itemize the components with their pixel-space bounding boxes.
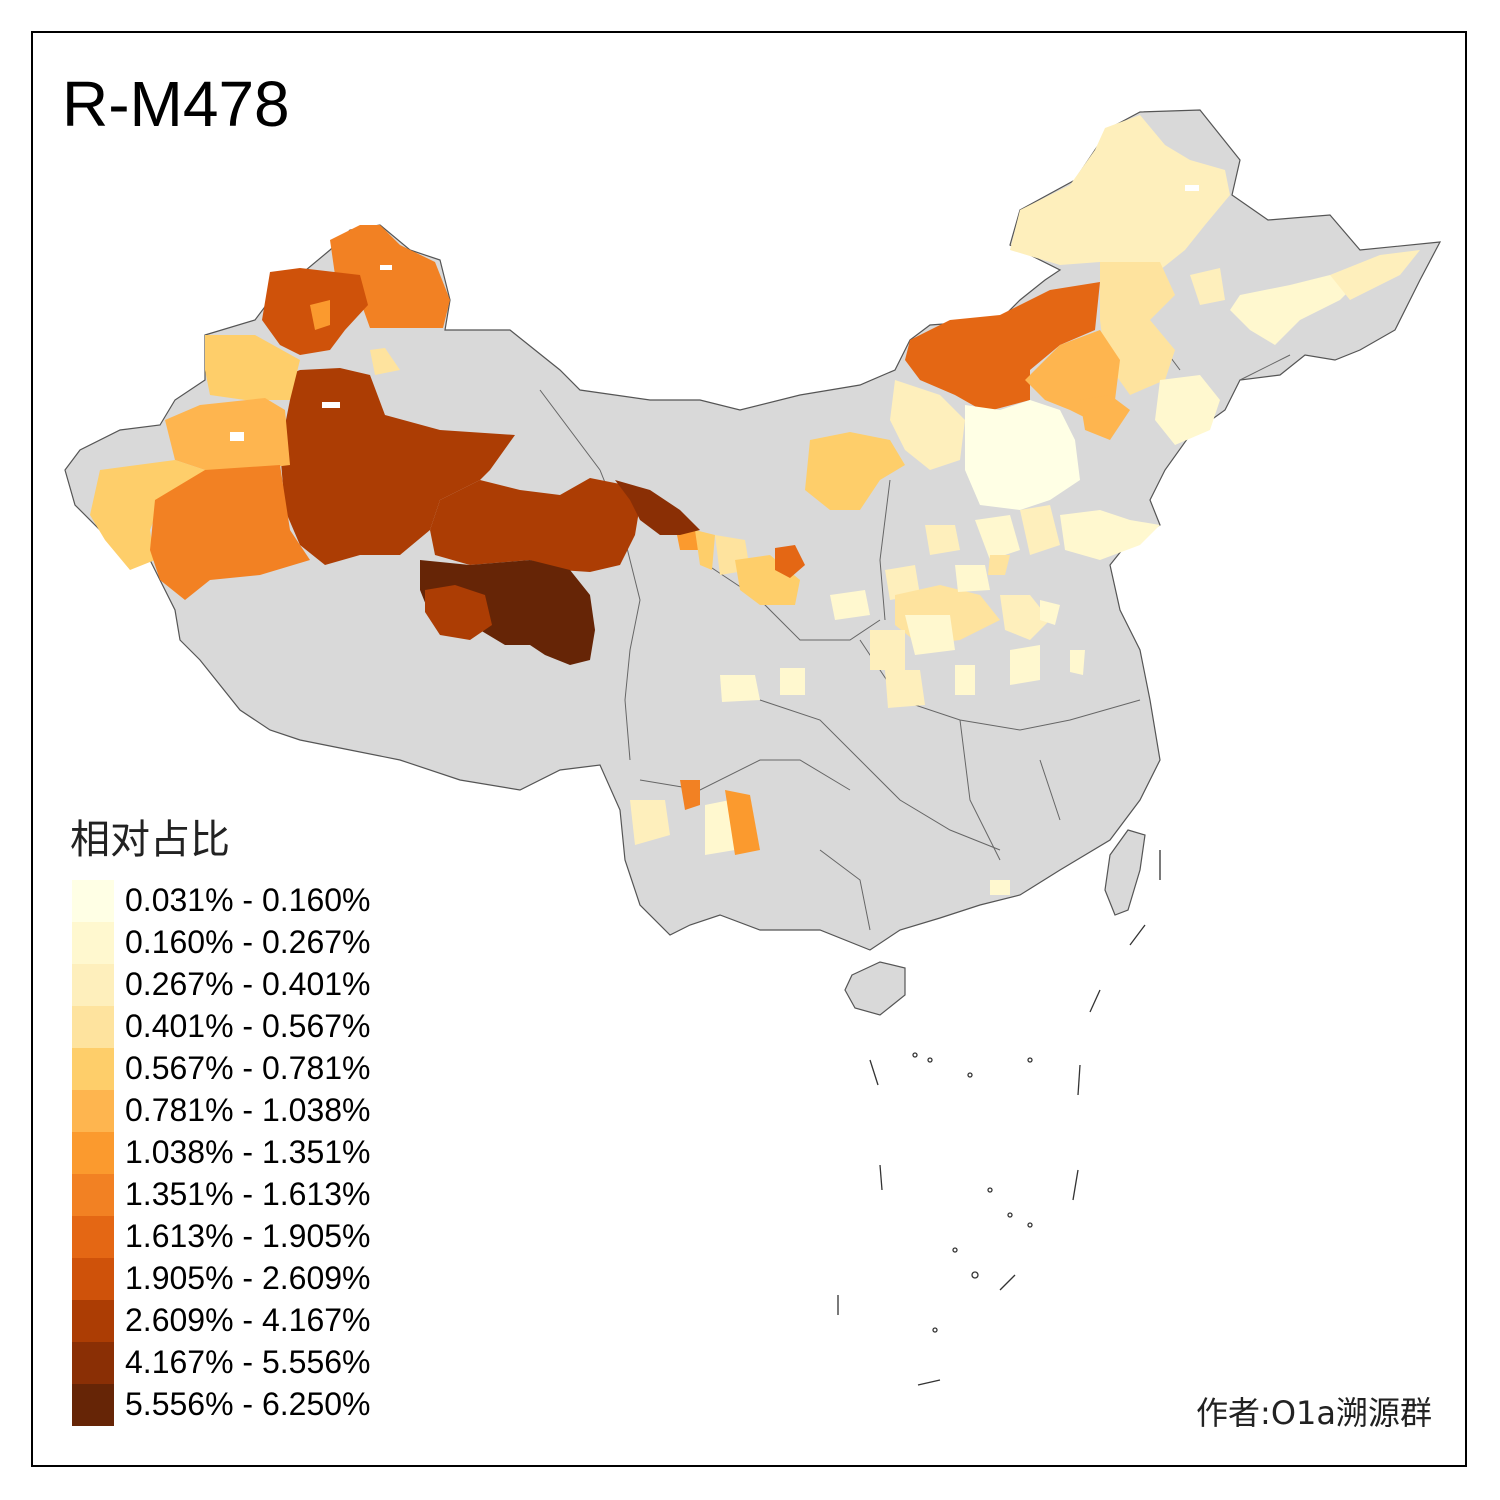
legend-label: 0.781% - 1.038% <box>125 1092 371 1128</box>
legend-swatch <box>72 1174 114 1216</box>
south-china-sea-islands <box>837 850 1161 1386</box>
legend-item: 0.567% - 0.781% <box>70 1048 430 1090</box>
legend-swatch <box>72 964 114 1006</box>
legend-label: 0.567% - 0.781% <box>125 1050 371 1086</box>
legend-label: 4.167% - 5.556% <box>125 1344 371 1380</box>
legend-item: 1.038% - 1.351% <box>70 1132 430 1174</box>
legend-swatch <box>72 1090 114 1132</box>
map-title: R-M478 <box>62 68 290 140</box>
legend-item: 0.401% - 0.567% <box>70 1006 430 1048</box>
data-regions <box>90 115 1420 895</box>
legend-label: 1.905% - 2.609% <box>125 1260 371 1296</box>
legend-item: 0.781% - 1.038% <box>70 1090 430 1132</box>
province-borders <box>539 329 1291 931</box>
legend-item: 2.609% - 4.167% <box>70 1300 430 1342</box>
legend-swatch <box>72 1342 114 1384</box>
legend: 相对占比 0.031% - 0.160% 0.160% - 0.267% 0.267… <box>70 818 430 1426</box>
legend-item: 5.556% - 6.250% <box>70 1384 430 1426</box>
legend-swatch <box>72 1300 114 1342</box>
legend-label: 0.031% - 0.160% <box>125 882 371 918</box>
legend-swatch <box>72 1006 114 1048</box>
legend-items: 0.031% - 0.160% 0.160% - 0.267% 0.267% - 0… <box>70 880 430 1426</box>
legend-swatch <box>72 1132 114 1174</box>
legend-item: 0.160% - 0.267% <box>70 922 430 964</box>
legend-label: 1.038% - 1.351% <box>125 1134 371 1170</box>
legend-swatch <box>72 880 114 922</box>
legend-label: 0.401% - 0.567% <box>125 1008 371 1044</box>
legend-swatch <box>72 1216 114 1258</box>
map-details <box>230 185 1199 441</box>
legend-item: 1.351% - 1.613% <box>70 1174 430 1216</box>
legend-swatch <box>72 1384 114 1426</box>
legend-item: 1.613% - 1.905% <box>70 1216 430 1258</box>
taiwan-island <box>1104 829 1146 916</box>
legend-label: 1.613% - 1.905% <box>125 1218 371 1254</box>
legend-item: 4.167% - 5.556% <box>70 1342 430 1384</box>
legend-label: 5.556% - 6.250% <box>125 1386 371 1422</box>
legend-label: 2.609% - 4.167% <box>125 1302 371 1338</box>
legend-swatch <box>72 1048 114 1090</box>
legend-item: 0.267% - 0.401% <box>70 964 430 1006</box>
legend-label: 0.267% - 0.401% <box>125 966 371 1002</box>
legend-swatch <box>72 922 114 964</box>
hainan-island <box>844 961 906 1016</box>
legend-label: 0.160% - 0.267% <box>125 924 371 960</box>
legend-swatch <box>72 1258 114 1300</box>
legend-label: 1.351% - 1.613% <box>125 1176 371 1212</box>
author-credit: 作者:O1a溯源群 <box>1196 1394 1432 1432</box>
legend-item: 1.905% - 2.609% <box>70 1258 430 1300</box>
legend-item: 0.031% - 0.160% <box>70 880 430 922</box>
legend-title: 相对占比 <box>70 817 230 863</box>
